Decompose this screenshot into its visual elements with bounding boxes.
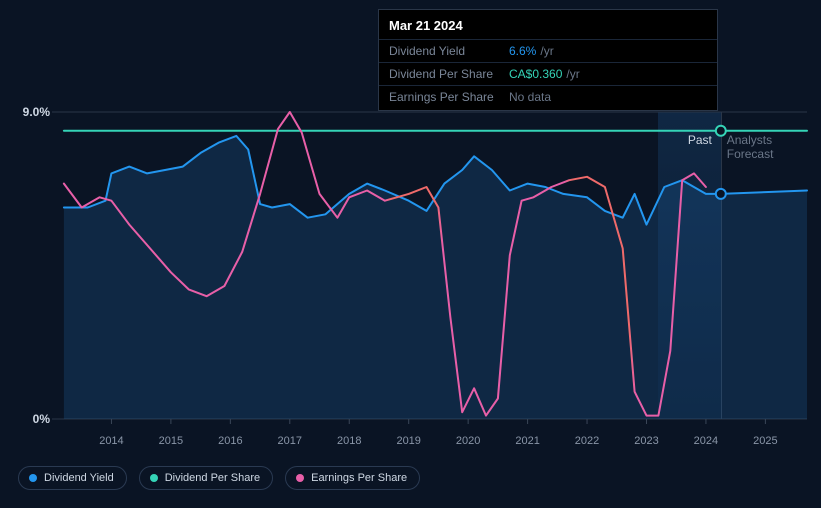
x-axis-tick: 2022 (575, 435, 599, 447)
x-axis-tick: 2025 (753, 435, 777, 447)
y-axis-tick: 9.0% (22, 105, 50, 119)
tooltip-row-label: Dividend Per Share (389, 67, 509, 81)
tooltip-row-unit: /yr (566, 67, 579, 81)
tooltip-row-label: Earnings Per Share (389, 90, 509, 104)
x-axis-tick: 2015 (159, 435, 183, 447)
tooltip-row-value: 6.6% (509, 44, 536, 58)
tooltip-row: Dividend Per ShareCA$0.360/yr (379, 62, 717, 85)
x-axis-ticks: 2014 2015 2016 2017 2018 2019 2020 2021 2022 2023… (52, 435, 807, 455)
chart-container: 9.0%0% 201420152016201720182019202020212… (0, 0, 821, 508)
tooltip-row: Dividend Yield6.6% /yr (379, 39, 717, 62)
tooltip-row-unit: /yr (540, 44, 553, 58)
tooltip-row-value: CA$0.360 (509, 67, 562, 81)
region-label-past: Past (688, 133, 712, 147)
legend-item[interactable]: Earnings Per Share (285, 466, 420, 490)
legend-label: Dividend Yield (44, 472, 114, 484)
chart-tooltip: Mar 21 2024 Dividend Yield6.6%/yrDividen… (378, 9, 718, 111)
legend: Dividend Yield Dividend Per Share Earnings… (18, 466, 420, 490)
y-axis-tick: 0% (22, 412, 50, 426)
chart-svg (52, 112, 807, 419)
x-axis-tick: 2024 (694, 435, 718, 447)
legend-item[interactable]: Dividend Yield (18, 466, 127, 490)
x-axis-tick: 2014 (99, 435, 123, 447)
legend-dot-icon (150, 474, 158, 482)
x-axis-tick: 2020 (456, 435, 480, 447)
region-label-forecast: Analysts Forecast (727, 133, 821, 161)
plot-area[interactable] (52, 112, 807, 419)
tooltip-row-value: No data (509, 90, 551, 104)
legend-label: Dividend Per Share (165, 472, 260, 484)
x-axis-tick: 2018 (337, 435, 361, 447)
legend-dot-icon (29, 474, 37, 482)
tooltip-date: Mar 21 2024 (379, 12, 717, 39)
x-axis-tick: 2021 (515, 435, 539, 447)
tooltip-row-label: Dividend Yield (389, 44, 509, 58)
x-axis-tick: 2017 (278, 435, 302, 447)
legend-item[interactable]: Dividend Per Share (139, 466, 273, 490)
tooltip-row: Earnings Per ShareNo data (379, 85, 717, 108)
x-axis-tick: 2023 (634, 435, 658, 447)
legend-label: Earnings Per Share (311, 472, 407, 484)
legend-dot-icon (296, 474, 304, 482)
x-axis-tick: 2019 (396, 435, 420, 447)
x-axis-tick: 2016 (218, 435, 242, 447)
